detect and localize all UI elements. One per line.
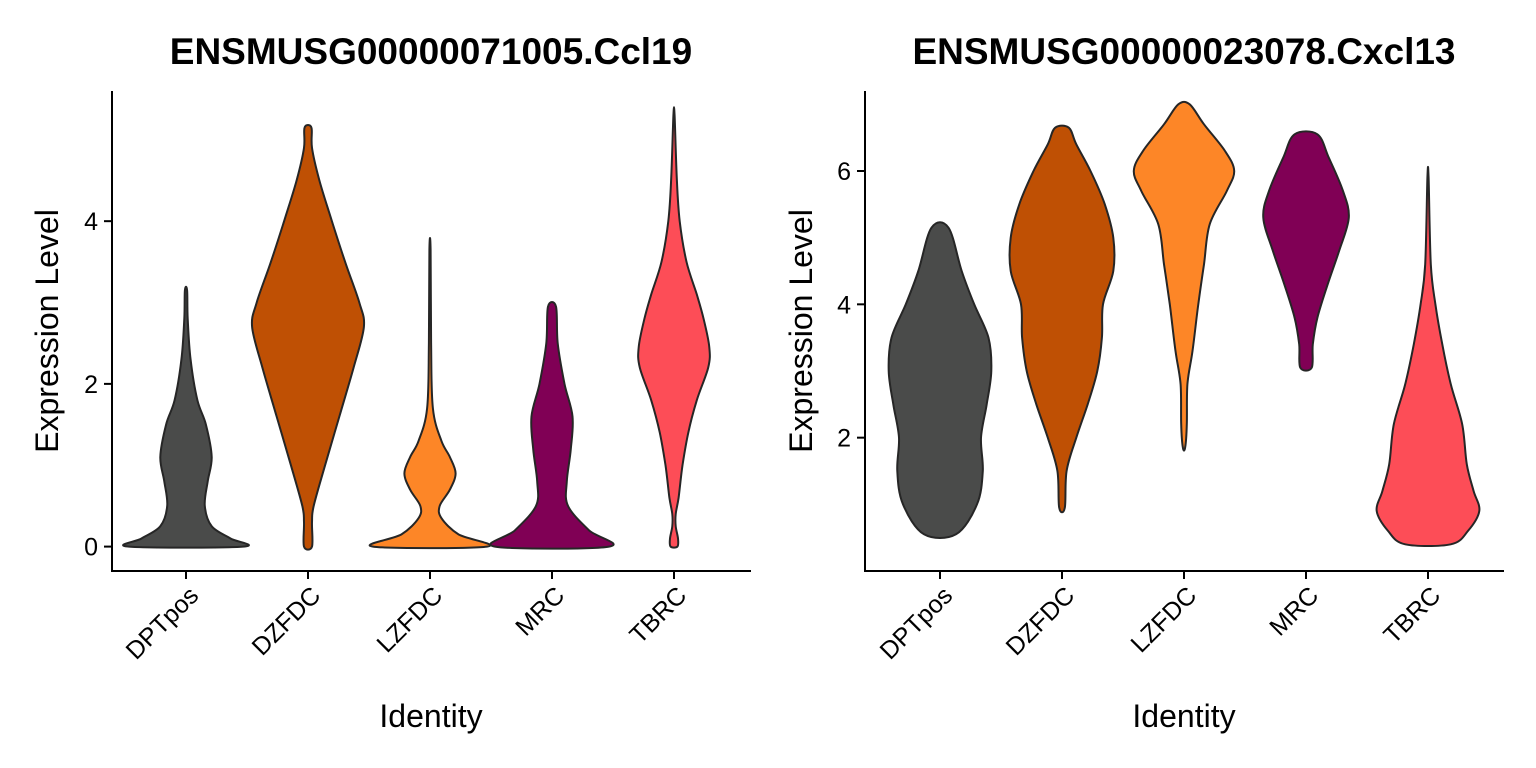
y-axis-title: Expression Level — [29, 209, 65, 453]
y-tick-label: 0 — [84, 534, 98, 562]
chart-title: ENSMUSG00000023078.Cxcl13 — [912, 31, 1455, 72]
violin-mrc — [1262, 130, 1350, 372]
y-tick-label: 4 — [837, 291, 851, 319]
x-tick-label: DPTpos — [875, 581, 959, 665]
y-tick-label: 4 — [84, 208, 98, 236]
violin-mrc — [489, 301, 615, 550]
x-tick-label: MRC — [510, 581, 570, 641]
violin-tbrc — [1375, 165, 1481, 548]
x-axis-title: Identity — [379, 698, 482, 734]
y-tick-label: 6 — [837, 158, 851, 186]
y-axis-title: Expression Level — [783, 209, 819, 453]
violin-dzfdc — [1008, 124, 1116, 514]
x-ticks: DPTpos DZFDC LZFDC MRC TBRC — [121, 571, 692, 665]
y-ticks: 2 4 6 — [837, 158, 865, 453]
x-tick-label: DZFDC — [1001, 581, 1081, 661]
chart-title: ENSMUSG00000071005.Ccl19 — [170, 31, 692, 72]
x-tick-label: TBRC — [1378, 581, 1446, 649]
x-tick-label: DPTpos — [121, 581, 205, 665]
x-tick-label: DZFDC — [247, 581, 327, 661]
violin-dzfdc — [250, 124, 366, 551]
x-axis-title: Identity — [1132, 698, 1235, 734]
violin-dptpos — [887, 221, 993, 540]
violin-group — [122, 106, 711, 551]
violin-group — [887, 100, 1481, 548]
violin-lzfdc — [1132, 100, 1236, 452]
y-ticks: 0 2 4 — [84, 208, 112, 562]
panel-cxcl13: ENSMUSG00000023078.Cxcl13 Expression Lev… — [783, 31, 1504, 734]
panel-ccl19: ENSMUSG00000071005.Ccl19 Expression Leve… — [29, 31, 751, 734]
y-tick-label: 2 — [84, 371, 98, 399]
violin-tbrc — [637, 106, 711, 549]
x-tick-label: LZFDC — [1125, 581, 1202, 658]
x-tick-label: LZFDC — [371, 581, 448, 658]
y-tick-label: 2 — [837, 425, 851, 453]
x-ticks: DPTpos DZFDC LZFDC MRC TBRC — [875, 571, 1446, 665]
x-tick-label: MRC — [1264, 581, 1324, 641]
violin-lzfdc — [368, 236, 492, 550]
violin-dptpos — [122, 285, 250, 549]
x-tick-label: TBRC — [624, 581, 692, 649]
